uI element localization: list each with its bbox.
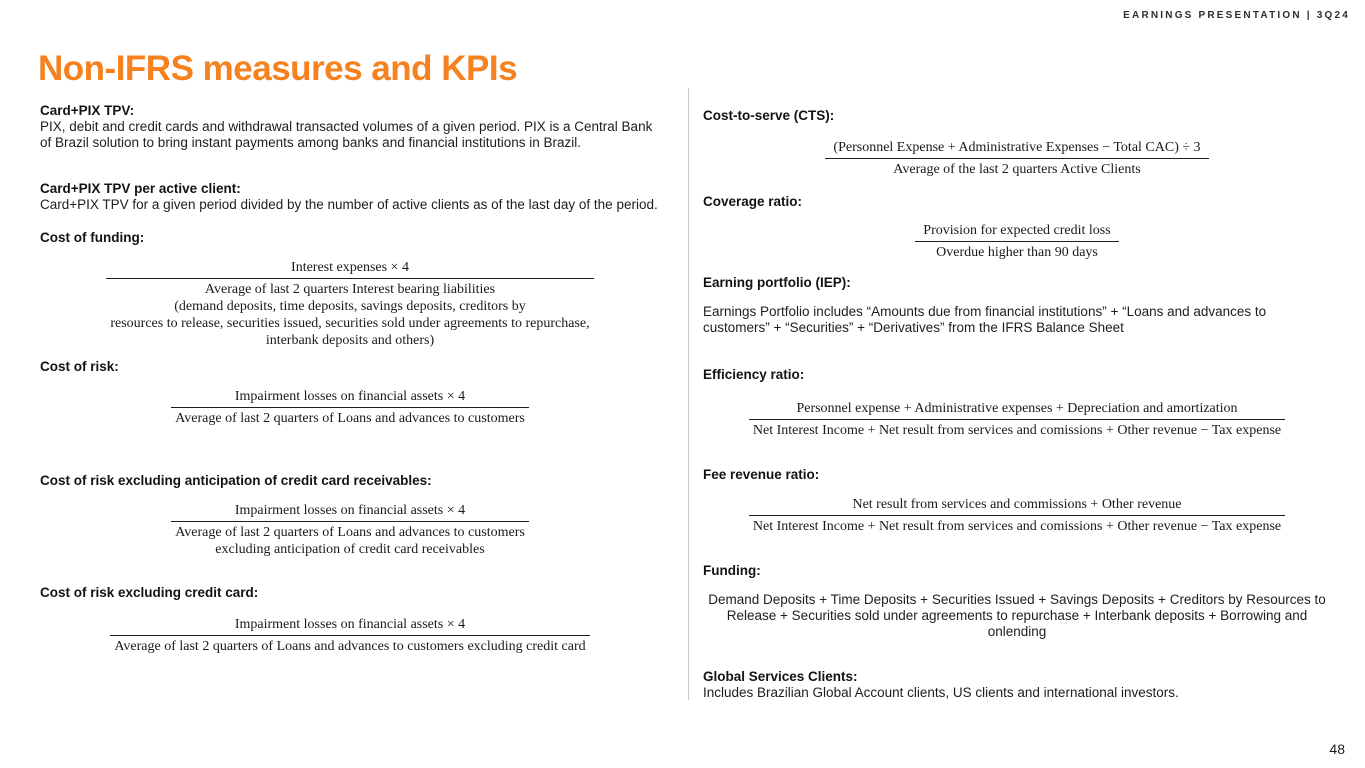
fraction: Net result from services and commissions… — [748, 496, 1286, 535]
fee-revenue-ratio-formula: Net result from services and commissions… — [703, 496, 1331, 535]
page-number: 48 — [1329, 741, 1345, 757]
section-global-services-clients: Global Services Clients: Includes Brazil… — [703, 669, 1331, 701]
section-heading: Cost-to-serve (CTS): — [703, 108, 835, 123]
fraction-denominator: Average of last 2 quarters of Loans and … — [175, 525, 525, 557]
cost-of-risk-excluding-credit-card-formula: Impairment losses on financial assets × … — [40, 616, 660, 655]
fraction: Impairment losses on financial assets × … — [171, 388, 529, 427]
fraction-denominator: Net Interest Income + Net result from se… — [752, 423, 1282, 438]
section-body: Includes Brazilian Global Account client… — [703, 685, 1179, 700]
section-body: PIX, debit and credit cards and withdraw… — [40, 119, 653, 150]
fraction-numerator: Personnel expense + Administrative expen… — [748, 400, 1286, 420]
fraction-numerator: Interest expenses × 4 — [106, 259, 594, 279]
section-cost-to-serve: Cost-to-serve (CTS): (Personnel Expense … — [703, 108, 1331, 178]
section-cost-of-risk-excluding-anticipation: Cost of risk excluding anticipation of c… — [40, 473, 660, 558]
cost-of-risk-formula: Impairment losses on financial assets × … — [40, 388, 660, 427]
section-heading: Funding: — [703, 563, 761, 578]
section-heading: Cost of risk excluding anticipation of c… — [40, 473, 432, 488]
section-cost-of-risk-excluding-credit-card: Cost of risk excluding credit card: Impa… — [40, 585, 660, 655]
left-column: Card+PIX TPV: PIX, debit and credit card… — [40, 103, 660, 655]
section-heading: Coverage ratio: — [703, 194, 803, 209]
fraction: Personnel expense + Administrative expen… — [748, 400, 1286, 439]
section-earning-portfolio: Earning portfolio (IEP): Earnings Portfo… — [703, 275, 1331, 336]
page-title: Non-IFRS measures and KPIs — [38, 49, 518, 89]
section-heading: Global Services Clients: — [703, 669, 858, 684]
section-fee-revenue-ratio: Fee revenue ratio: Net result from servi… — [703, 467, 1331, 535]
section-cost-of-risk: Cost of risk: Impairment losses on finan… — [40, 359, 660, 427]
section-body: Earnings Portfolio includes “Amounts due… — [703, 304, 1267, 335]
efficiency-ratio-formula: Personnel expense + Administrative expen… — [703, 400, 1331, 439]
section-heading: Card+PIX TPV: — [40, 103, 135, 118]
section-funding: Funding: Demand Deposits + Time Deposits… — [703, 563, 1331, 640]
section-body: Demand Deposits + Time Deposits + Securi… — [708, 592, 1326, 639]
section-heading: Cost of risk excluding credit card: — [40, 585, 259, 600]
fraction-numerator: (Personnel Expense + Administrative Expe… — [825, 139, 1209, 159]
fraction-numerator: Impairment losses on financial assets × … — [171, 502, 529, 522]
cost-of-funding-formula: Interest expenses × 4 Average of last 2 … — [40, 259, 660, 349]
section-heading: Efficiency ratio: — [703, 367, 805, 382]
fraction-numerator: Net result from services and commissions… — [748, 496, 1286, 516]
section-coverage-ratio: Coverage ratio: Provision for expected c… — [703, 194, 1331, 261]
fraction-denominator: Average of last 2 quarters of Loans and … — [114, 639, 586, 654]
section-heading: Card+PIX TPV per active client: — [40, 181, 241, 196]
section-card-pix-tpv-per-active-client: Card+PIX TPV per active client: Card+PIX… — [40, 181, 660, 213]
section-heading: Fee revenue ratio: — [703, 467, 820, 482]
section-heading: Cost of funding: — [40, 230, 145, 245]
fraction-denominator: Average of the last 2 quarters Active Cl… — [893, 162, 1141, 177]
fraction-numerator: Provision for expected credit loss — [915, 222, 1119, 242]
section-cost-of-funding: Cost of funding: Interest expenses × 4 A… — [40, 230, 660, 349]
fraction-denominator: Overdue higher than 90 days — [936, 245, 1098, 260]
cost-to-serve-formula: (Personnel Expense + Administrative Expe… — [703, 139, 1331, 178]
section-efficiency-ratio: Efficiency ratio: Personnel expense + Ad… — [703, 367, 1331, 439]
right-column: Cost-to-serve (CTS): (Personnel Expense … — [703, 108, 1331, 701]
section-card-pix-tpv: Card+PIX TPV: PIX, debit and credit card… — [40, 103, 660, 151]
cost-of-risk-excluding-anticipation-formula: Impairment losses on financial assets × … — [40, 502, 660, 558]
fraction: Provision for expected credit loss Overd… — [915, 222, 1119, 261]
column-divider — [688, 88, 689, 700]
fraction-denominator: Net Interest Income + Net result from se… — [752, 519, 1282, 534]
section-heading: Cost of risk: — [40, 359, 119, 374]
fraction-denominator: Average of last 2 quarters Interest bear… — [110, 282, 590, 348]
fraction-denominator: Average of last 2 quarters of Loans and … — [175, 411, 525, 426]
fraction-numerator: Impairment losses on financial assets × … — [110, 616, 590, 636]
fraction: Interest expenses × 4 Average of last 2 … — [106, 259, 594, 349]
coverage-ratio-formula: Provision for expected credit loss Overd… — [703, 222, 1331, 261]
eyebrow-label: EARNINGS PRESENTATION | 3Q24 — [1123, 10, 1350, 21]
section-body: Card+PIX TPV for a given period divided … — [40, 197, 658, 212]
fraction-numerator: Impairment losses on financial assets × … — [171, 388, 529, 408]
fraction: (Personnel Expense + Administrative Expe… — [825, 139, 1209, 178]
fraction: Impairment losses on financial assets × … — [110, 616, 590, 655]
fraction: Impairment losses on financial assets × … — [171, 502, 529, 558]
section-heading: Earning portfolio (IEP): — [703, 275, 851, 290]
